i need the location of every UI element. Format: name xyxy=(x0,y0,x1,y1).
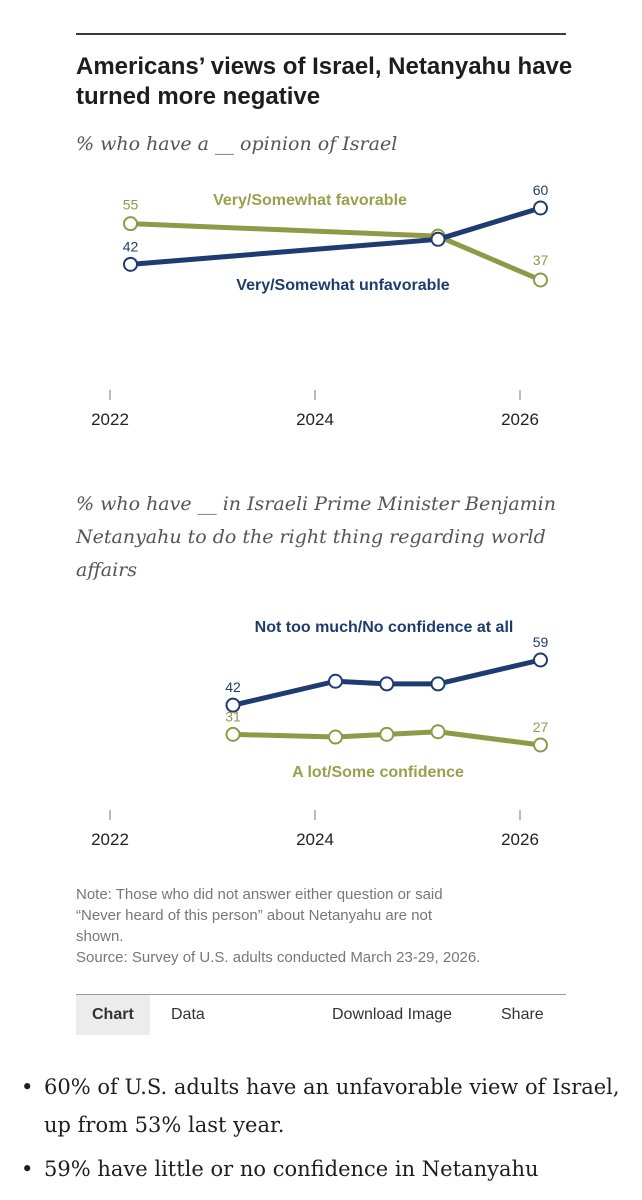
bullet-icon: • xyxy=(21,1075,34,1099)
data-label: 42 xyxy=(225,679,241,695)
list-item: • 60% of U.S. adults have an unfavorable … xyxy=(18,1068,628,1144)
data-point xyxy=(430,676,446,692)
data-point xyxy=(123,256,138,272)
list-item: • 59% have little or no confidence in Net… xyxy=(18,1150,628,1188)
data-label: 27 xyxy=(533,719,549,735)
data-label: 42 xyxy=(123,238,139,254)
series-line xyxy=(128,221,543,283)
data-label: 60 xyxy=(533,182,549,198)
series-label: Very/Somewhat unfavorable xyxy=(236,277,450,294)
note-and-source: Note: Those who did not answer either qu… xyxy=(76,884,576,968)
data-label: 31 xyxy=(225,708,241,724)
series-label: Very/Somewhat favorable xyxy=(213,192,407,209)
data-point xyxy=(533,272,548,288)
data-point xyxy=(430,231,446,247)
source-line: Source: Survey of U.S. adults conducted … xyxy=(76,949,481,966)
data-point xyxy=(379,676,395,692)
x-tick-label: 2026 xyxy=(501,410,539,429)
netanyahu-confidence-chart: 2022 2024 2026 42 59 31 27 Not too much/No conf… xyxy=(91,619,549,849)
key-findings-list: • 60% of U.S. adults have an unfavorable … xyxy=(18,1068,628,1194)
data-point xyxy=(225,697,241,713)
data-point xyxy=(328,729,343,745)
note-line: Note: Those who did not answer either qu… xyxy=(76,886,443,903)
series-label: Not too much/No confidence at all xyxy=(255,619,514,636)
finding-text: 59% have little or no confidence in Neta… xyxy=(44,1157,539,1181)
data-label: 55 xyxy=(123,197,139,213)
top-rule xyxy=(76,33,566,35)
finding-text: 60% of U.S. adults have an unfavorable v… xyxy=(44,1075,620,1137)
data-label: 59 xyxy=(533,634,549,650)
bullet-icon: • xyxy=(21,1157,34,1181)
data-label: 37 xyxy=(533,252,549,268)
tab-chart[interactable]: Chart xyxy=(76,995,150,1035)
data-point xyxy=(225,726,241,742)
note-line: “Never heard of this person” about Netan… xyxy=(76,907,433,924)
data-point xyxy=(379,726,395,742)
share-button[interactable]: Share xyxy=(501,1006,544,1023)
x-tick-label: 2024 xyxy=(296,830,334,849)
data-point xyxy=(533,737,548,753)
israel-opinion-chart: 2022 2024 2026 55 37 42 60 Very/Somewhat favora… xyxy=(91,182,549,429)
data-point xyxy=(328,673,343,689)
x-tick-label: 2022 xyxy=(91,830,129,849)
x-tick-label: 2024 xyxy=(296,410,334,429)
x-tick-label: 2022 xyxy=(91,410,129,429)
series-label: A lot/Some confidence xyxy=(292,764,464,781)
subtitle-netanyahu-confidence: % who have __ in Israeli Prime Minister … xyxy=(76,493,556,581)
chart-title: Americans’ views of Israel, Netanyahu ha… xyxy=(76,53,573,110)
chart-tabs: Chart Data Download Image Share xyxy=(76,995,566,1035)
data-point xyxy=(533,200,548,216)
tab-data[interactable]: Data xyxy=(171,1006,205,1023)
subtitle-israel-opinion: % who have a __ opinion of Israel xyxy=(76,133,398,155)
note-line: shown. xyxy=(76,928,124,945)
data-point xyxy=(123,216,138,232)
data-point xyxy=(430,724,446,740)
download-image-button[interactable]: Download Image xyxy=(332,1006,453,1023)
tab-divider xyxy=(76,994,566,995)
data-point xyxy=(533,652,548,668)
x-tick-label: 2026 xyxy=(501,830,539,849)
